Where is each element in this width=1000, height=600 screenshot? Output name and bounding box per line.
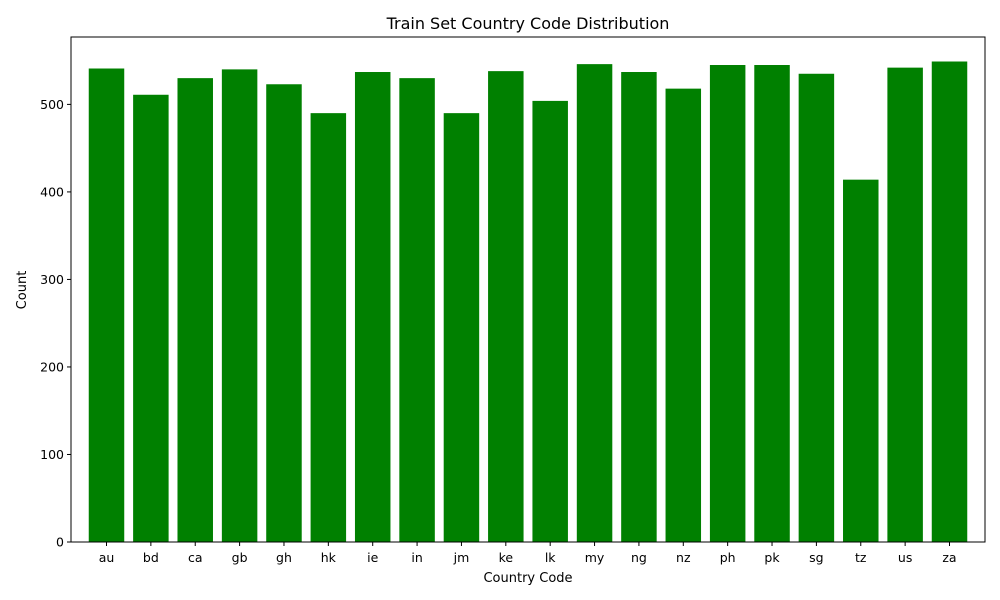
bar-sg	[798, 73, 835, 543]
y-ticks-group: 0 100 200 300 400 500	[40, 97, 71, 550]
bar-in	[399, 78, 435, 542]
plot-frame	[70, 36, 986, 543]
y-tick-label-500: 500	[40, 97, 64, 112]
bar-jm	[443, 113, 480, 542]
x-tick-label-ke: ke	[499, 550, 514, 565]
x-tick-label-my: my	[585, 550, 605, 565]
x-axis-label: Country Code	[483, 571, 572, 586]
x-tick-label-hk: hk	[321, 550, 337, 565]
x-ticks-group: au bd ca gb gh hk ie in jm ke lk my ng nz ph pk sg tz us za	[99, 542, 957, 565]
bar-au	[88, 68, 125, 542]
x-tick-label-tz: tz	[855, 550, 867, 565]
x-tick-label-gb: gb	[232, 550, 248, 565]
bar-tz	[843, 179, 879, 542]
bar-lk	[532, 100, 568, 543]
x-tick-label-sg: sg	[809, 550, 823, 565]
x-tick-label-za: za	[942, 550, 956, 565]
y-tick-label-200: 200	[40, 359, 64, 374]
bar-ke	[488, 71, 524, 542]
x-tick-label-us: us	[898, 550, 912, 565]
bar-za	[931, 61, 968, 542]
x-tick-label-ca: ca	[188, 550, 203, 565]
x-tick-label-lk: lk	[545, 550, 556, 565]
x-tick-label-ng: ng	[631, 550, 647, 565]
y-tick-label-400: 400	[40, 184, 64, 199]
bar-nz	[665, 88, 702, 542]
x-tick-label-bd: bd	[143, 550, 159, 565]
chart-title: Train Set Country Code Distribution	[386, 14, 670, 33]
y-tick-label-100: 100	[40, 447, 64, 462]
x-tick-label-nz: nz	[676, 550, 691, 565]
bar-pk	[754, 65, 790, 543]
y-axis-label: Count	[15, 271, 30, 310]
bar-ng	[621, 72, 657, 542]
bar-gh	[266, 84, 302, 543]
bar-ph	[709, 65, 746, 543]
bar-ca	[177, 78, 213, 542]
x-tick-label-ph: ph	[720, 550, 736, 565]
bar-bd	[133, 94, 169, 543]
x-tick-label-gh: gh	[276, 550, 292, 565]
x-tick-label-in: in	[411, 550, 422, 565]
bar-ie	[354, 72, 391, 542]
bar-hk	[310, 113, 347, 542]
y-tick-label-300: 300	[40, 272, 64, 287]
bar-us	[887, 67, 923, 543]
x-tick-label-au: au	[99, 550, 115, 565]
y-tick-label-0: 0	[56, 535, 64, 550]
x-tick-label-pk: pk	[764, 550, 780, 565]
bar-gb	[221, 69, 258, 542]
x-tick-label-ie: ie	[367, 550, 378, 565]
x-tick-label-jm: jm	[453, 550, 470, 565]
bar-my	[576, 64, 613, 542]
bars-group	[88, 61, 968, 543]
